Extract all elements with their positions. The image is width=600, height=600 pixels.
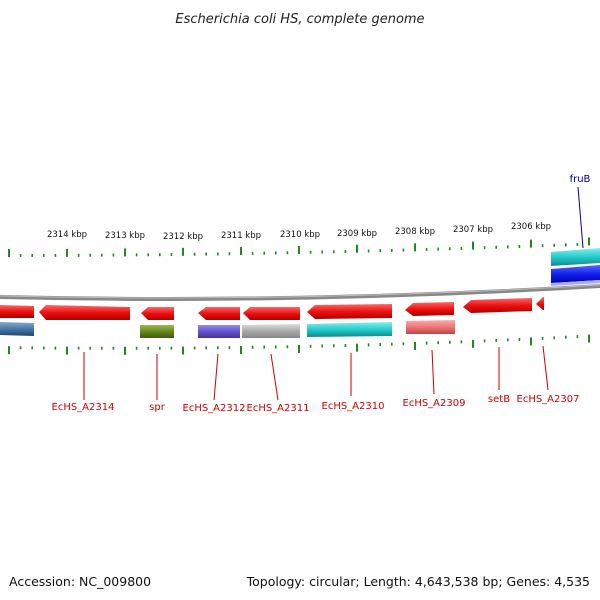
gene-arrow [243,307,300,320]
gene-label: EcHS_A2309 [403,398,466,409]
gene-label-fruB: fruB [570,174,591,185]
gene-pink [406,320,455,334]
leader-line [213,353,219,401]
gene-arrow [307,304,392,319]
gene-label: EcHS_A2314 [52,402,115,413]
scale-label: 2314 kbp [47,230,87,240]
scale-label: 2312 kbp [163,232,203,242]
genome-backbone [0,284,600,301]
gene-labels: EcHS_A2314 spr EcHS_A2312 EcHS_A2311 EcH… [52,394,580,414]
scale-label: 2306 kbp [511,222,551,232]
gene-blue-top [551,265,600,283]
scale-label: 2307 kbp [453,225,493,235]
scale-label: 2309 kbp [337,229,377,239]
lower-scale-ticks [8,334,590,355]
gene-cyan-top [551,248,600,266]
map-title: Escherichia coli HS, complete genome [175,12,424,27]
gene-arrow [405,302,454,316]
gene-arrow [0,305,34,318]
leader-line [270,353,279,401]
gene-arrow [536,297,544,310]
gene-silver [242,324,300,338]
gene-arrow [141,307,174,320]
scale-label: 2310 kbp [280,230,320,240]
upper-scale-ticks [8,237,590,257]
genome-backbone-highlight [0,284,600,299]
gene-cyan [307,322,392,337]
gene-label: EcHS_A2307 [517,394,580,405]
gene-arrow [39,305,130,320]
gene-label: spr [149,402,166,413]
gene-label: EcHS_A2311 [247,403,310,414]
footer-accession: Accession: NC_009800 [9,574,151,589]
inner-genes [0,320,455,338]
footer-summary: Topology: circular; Length: 4,643,538 bp… [246,574,590,589]
gene-arrow [198,307,240,320]
leader-line [542,345,549,391]
gene-label: EcHS_A2312 [183,403,246,414]
gene-olive [140,325,174,338]
leader-line [431,349,435,395]
gene-purple [198,325,240,338]
scale-label: 2308 kbp [395,227,435,237]
scale-label: 2311 kbp [221,231,261,241]
red-genes [0,297,544,320]
gene-label: setB [488,394,510,405]
gene-blue-top-shade [551,280,600,286]
scale-label: 2313 kbp [105,231,145,241]
leader-lines [83,345,549,401]
gene-steel [0,322,34,336]
leader-line-fruB [577,186,584,249]
scale-labels: 2314 kbp 2313 kbp 2312 kbp 2311 kbp 2310… [47,222,551,242]
gene-arrow [463,298,532,313]
gene-label: EcHS_A2310 [322,401,385,412]
